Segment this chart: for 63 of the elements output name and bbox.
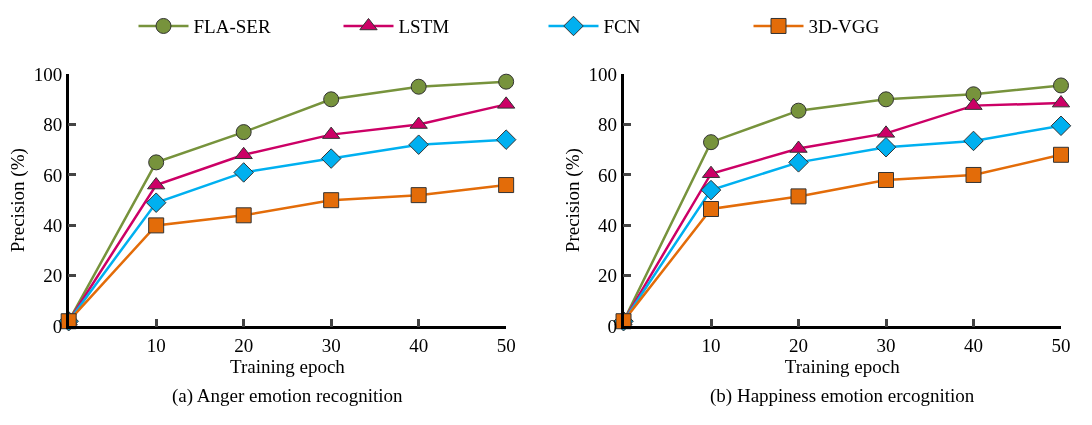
point	[145, 192, 167, 213]
point	[1053, 146, 1069, 163]
x-axis-title: Training epoch	[784, 355, 901, 377]
y-tick-label: 0	[607, 315, 617, 337]
y-axis-title: Precision (%)	[562, 148, 585, 253]
legend-label: 3D-VGG	[808, 16, 880, 38]
point	[498, 73, 515, 90]
legend-label: LSTM	[398, 16, 450, 38]
text: (a) Anger emotion recognition	[172, 385, 404, 407]
point	[1053, 77, 1069, 94]
y-tick-label: 20	[43, 265, 63, 287]
point	[498, 177, 515, 194]
point	[495, 129, 517, 150]
x-tick-label: 50	[1051, 334, 1071, 356]
point	[235, 124, 252, 141]
point	[323, 192, 340, 209]
y-tick-label: 60	[597, 164, 617, 186]
x-tick-label: 40	[964, 334, 984, 356]
point	[234, 146, 253, 160]
x-tick-label: 20	[789, 334, 809, 356]
point	[320, 148, 342, 169]
point	[323, 91, 340, 108]
point	[235, 207, 252, 224]
x-tick-label: 10	[701, 334, 721, 356]
x-tick-label: 30	[876, 334, 896, 356]
x-tick-label: 10	[146, 334, 166, 356]
y-tick-label: 40	[597, 215, 617, 237]
x-tick-label: 30	[321, 334, 341, 356]
legend-label: FLA-SER	[193, 16, 271, 38]
point	[878, 91, 895, 108]
point	[790, 188, 807, 205]
point	[965, 86, 982, 103]
y-tick-label: 60	[43, 164, 63, 186]
point	[408, 134, 429, 155]
y-tick-label: 20	[597, 265, 617, 287]
point	[700, 179, 722, 201]
x-tick-label: 50	[496, 334, 516, 356]
y-axis-title: Precision (%)	[7, 148, 30, 253]
point	[1050, 115, 1072, 137]
y-tick-label: 40	[43, 215, 63, 237]
x-tick-label: 40	[409, 334, 429, 356]
point	[878, 172, 895, 189]
y-tick-label: 100	[588, 63, 617, 85]
x-axis-title: Training epoch	[229, 355, 346, 377]
legend-label: FCN	[603, 16, 641, 38]
point	[703, 201, 720, 218]
point	[233, 162, 254, 183]
y-tick-label: 80	[597, 114, 617, 136]
point	[790, 102, 807, 119]
y-tick-label: 80	[43, 114, 63, 136]
point	[875, 136, 897, 158]
point	[148, 154, 165, 171]
text: (b) Happiness emotion ercognition	[710, 385, 975, 407]
point	[703, 134, 720, 151]
point	[788, 152, 809, 173]
point	[963, 130, 984, 152]
point	[148, 217, 165, 234]
y-tick-label: 0	[52, 315, 63, 337]
x-tick-label: 20	[234, 334, 254, 356]
point	[410, 78, 427, 95]
point	[410, 187, 427, 204]
point	[965, 166, 982, 183]
y-tick-label: 100	[33, 63, 63, 85]
